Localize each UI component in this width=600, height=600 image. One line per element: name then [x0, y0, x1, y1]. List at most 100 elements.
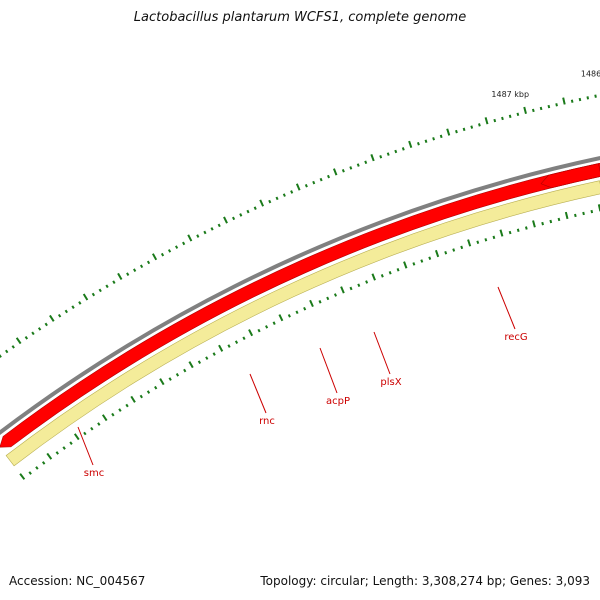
- outer-scale-tick: [71, 305, 75, 309]
- inner-track-tick: [19, 473, 26, 480]
- gene-leader-line: [249, 373, 267, 414]
- inner-track-tick: [101, 414, 108, 422]
- genome-backbone: [0, 156, 600, 436]
- outer-scale-tick: [151, 253, 158, 261]
- outer-scale-tick: [146, 260, 151, 265]
- outer-scale-tick: [98, 288, 102, 293]
- inner-track-tick: [272, 321, 276, 325]
- outer-scale-tick: [259, 199, 265, 207]
- inner-track-tick: [380, 274, 384, 278]
- inner-track-tick: [28, 471, 32, 475]
- inner-track-tick: [69, 441, 73, 445]
- outer-scale-tick: [239, 213, 243, 217]
- outer-scale-tick: [470, 125, 474, 129]
- gene-leader-line: [373, 331, 391, 375]
- outer-scale-tick: [217, 223, 221, 228]
- inner-track-tick: [318, 300, 322, 304]
- inner-track-tick: [549, 219, 553, 224]
- inner-track-tick: [564, 211, 569, 220]
- inner-track-tick: [168, 377, 172, 381]
- gene-label-recG[interactable]: recG: [504, 332, 527, 343]
- outer-scale-tick: [160, 252, 165, 257]
- outer-scale-tick: [174, 245, 179, 249]
- outer-scale-tick: [112, 280, 116, 285]
- outer-scale-tick: [349, 166, 353, 170]
- outer-scale-tick: [5, 349, 9, 354]
- outer-scale-tick: [484, 117, 489, 125]
- map-title: Lactobacillus plantarum WCFS1, complete …: [133, 10, 467, 25]
- outer-scale-tick: [82, 293, 89, 301]
- gene-leader-line: [77, 426, 94, 466]
- outer-scale-tick: [439, 134, 443, 139]
- outer-scale-tick: [133, 268, 137, 272]
- inner-track-tick: [146, 390, 151, 394]
- cds-arrow-smc[interactable]: [0, 157, 600, 448]
- track-segment-smc[interactable]: [5, 180, 600, 467]
- gene-label-rnc[interactable]: rnc: [259, 416, 275, 427]
- outer-scale-tick: [462, 127, 466, 132]
- outer-scale-tick: [364, 160, 368, 165]
- inner-track-tick: [234, 340, 239, 344]
- inner-track-tick: [309, 299, 314, 308]
- outer-scale-tick: [282, 193, 286, 197]
- inner-track-tick: [295, 310, 299, 315]
- inner-track-tick: [97, 422, 101, 426]
- inner-track-tick: [541, 221, 544, 226]
- inner-track-tick: [227, 344, 231, 348]
- inner-track-tick: [357, 283, 361, 287]
- inner-track-tick: [582, 211, 585, 216]
- inner-track-tick: [590, 209, 594, 214]
- outer-scale-tick: [501, 116, 504, 121]
- inner-track-tick: [73, 433, 80, 441]
- inner-track-tick: [35, 466, 39, 470]
- outer-scale-tick: [547, 104, 551, 109]
- inner-track-tick: [90, 426, 94, 431]
- outer-scale-tick: [232, 216, 236, 221]
- outer-scale-tick: [394, 149, 398, 154]
- outer-scale-tick: [78, 301, 82, 305]
- outer-scale-tick: [312, 180, 316, 185]
- inner-track-tick: [403, 261, 408, 269]
- inner-track-tick: [412, 262, 416, 266]
- inner-track-tick: [371, 273, 376, 281]
- outer-scale-tick: [64, 309, 68, 314]
- inner-track-tick: [175, 372, 180, 377]
- inner-track-tick: [484, 238, 488, 242]
- outer-scale-tick: [478, 123, 481, 127]
- inner-track-tick: [434, 249, 440, 258]
- outer-scale-tick: [386, 152, 390, 156]
- cds-arrow-rnc[interactable]: [540, 163, 600, 189]
- outer-scale-tick: [379, 155, 383, 159]
- gene-label-acpP[interactable]: acpP: [326, 396, 350, 407]
- inner-track-tick: [212, 352, 216, 356]
- gene-label-plsX[interactable]: plsX: [380, 377, 401, 388]
- inner-track-tick: [396, 268, 400, 272]
- outer-scale-tick: [578, 97, 582, 102]
- inner-track-tick: [388, 271, 392, 275]
- outer-scale-tick: [203, 230, 207, 235]
- gene-label-smc[interactable]: smc: [84, 468, 104, 479]
- outer-scale-tick: [31, 331, 35, 336]
- outer-scale-tick: [187, 234, 193, 242]
- inner-track-tick: [278, 314, 284, 322]
- inner-track-tick: [476, 240, 480, 245]
- inner-track-tick: [130, 395, 136, 403]
- inner-track-tick: [420, 259, 424, 263]
- outer-scale-tick: [49, 314, 55, 322]
- inner-track-tick: [340, 286, 345, 294]
- inner-track-tick: [574, 213, 577, 218]
- accession-text: Accession: NC_004567: [9, 574, 146, 588]
- inner-track-tick: [188, 361, 194, 369]
- outer-scale-tick: [117, 272, 123, 280]
- outer-scale-tick: [586, 96, 590, 100]
- outer-scale-tick: [424, 139, 428, 143]
- outer-scale-tick: [44, 322, 48, 327]
- outer-scale-tick: [304, 183, 308, 188]
- inner-track-tick: [159, 378, 165, 386]
- gene-leader-line: [497, 286, 516, 330]
- inner-track-tick: [154, 385, 158, 390]
- inner-track-tick: [492, 235, 496, 240]
- outer-scale-tick: [126, 272, 130, 276]
- outer-scale-tick: [594, 94, 597, 98]
- inner-track-tick: [326, 296, 330, 301]
